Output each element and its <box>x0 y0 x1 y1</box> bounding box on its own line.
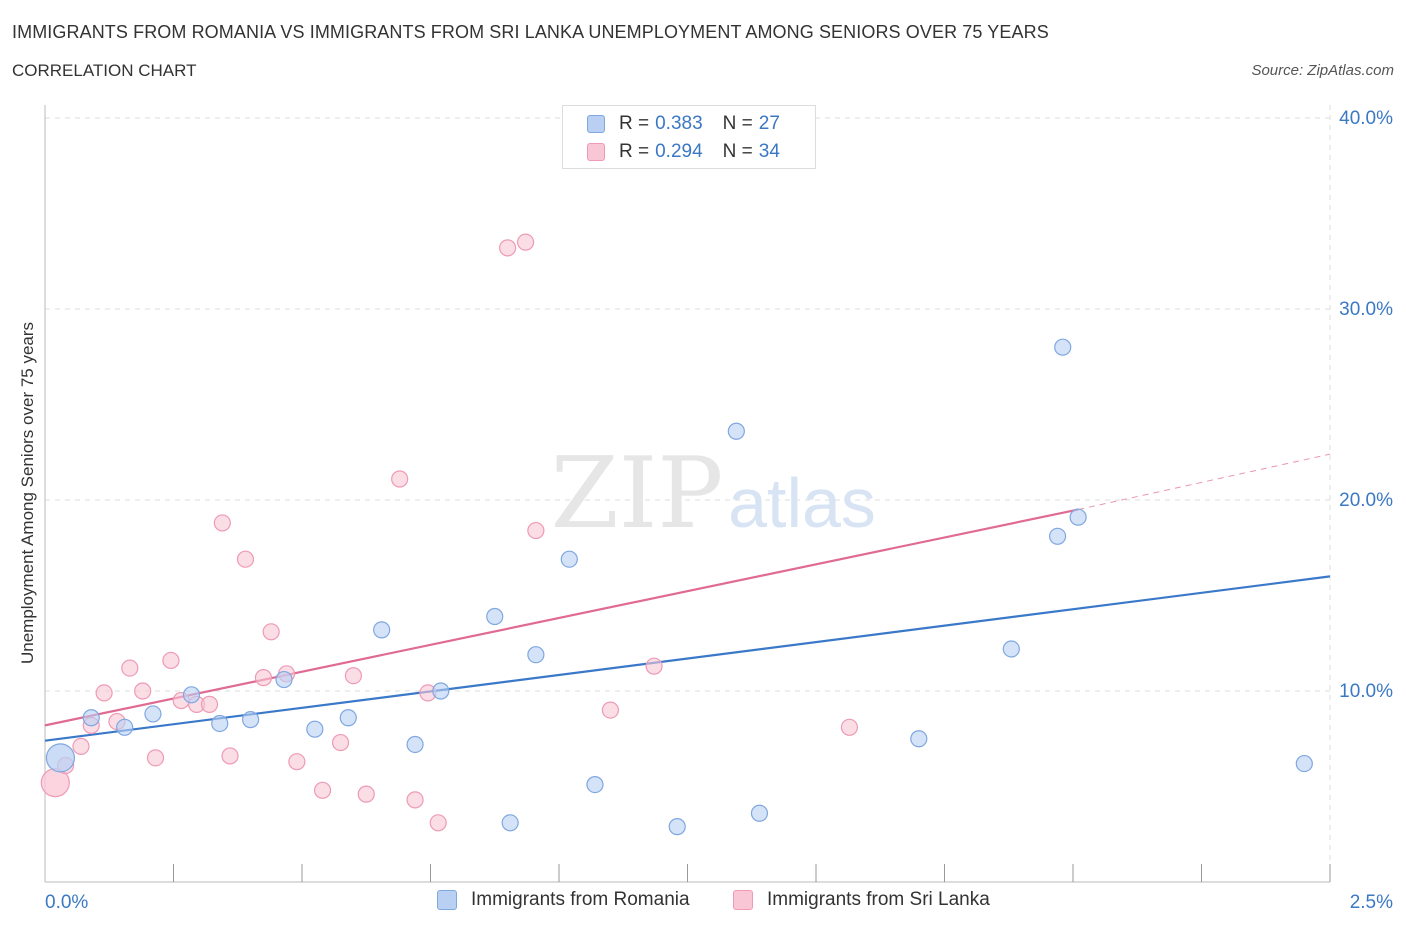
y-axis-label: Unemployment Among Seniors over 75 years <box>18 321 37 665</box>
srilanka-point <box>213 514 231 532</box>
romania-point <box>211 714 229 733</box>
romania-point <box>727 422 745 440</box>
romania-point <box>1069 508 1087 526</box>
srilanka-point <box>331 733 350 752</box>
chart-title: IMMIGRANTS FROM ROMANIA VS IMMIGRANTS FR… <box>12 22 1049 42</box>
srilanka-point <box>406 791 424 809</box>
romania-point <box>527 646 545 664</box>
romania-point <box>668 818 686 836</box>
romania-point <box>116 718 134 736</box>
romania-r-value: 0.383 <box>655 113 703 134</box>
srilanka-point <box>134 682 152 700</box>
y-tick-label: 10.0% <box>1339 681 1393 702</box>
romania-point <box>373 621 391 639</box>
srilanka-swatch <box>587 143 605 161</box>
srilanka-point <box>288 753 306 771</box>
romania-n-value: 27 <box>758 113 780 134</box>
srilanka-point <box>254 669 273 687</box>
srilanka-point <box>527 521 545 540</box>
romania-point <box>1048 527 1067 545</box>
srilanka-point <box>262 623 280 641</box>
romania-point <box>82 709 100 727</box>
srilanka-point <box>344 667 362 685</box>
n-label: N = <box>722 141 753 162</box>
watermark-zip: ZIP <box>551 437 724 551</box>
srilanka-point <box>121 659 139 677</box>
srilanka-point <box>313 781 332 799</box>
romania-point <box>144 705 162 723</box>
srilanka-point <box>840 718 859 736</box>
srilanka-point <box>516 233 535 251</box>
watermark-atlas: atlas <box>728 464 876 542</box>
n-label: N = <box>722 113 753 134</box>
srilanka-trend-line <box>44 508 1079 727</box>
romania-point <box>1295 754 1313 773</box>
axes <box>44 105 1331 883</box>
romania-legend-swatch <box>437 890 457 910</box>
romania-swatch <box>587 115 605 133</box>
romania-point <box>306 720 324 738</box>
romania-point <box>1002 640 1020 658</box>
srilanka-point <box>499 239 517 257</box>
legend-row-srilanka: R = 0.294 N = 34 <box>587 139 780 165</box>
y-tick-label: 20.0% <box>1339 490 1393 511</box>
srilanka-point <box>146 749 165 767</box>
srilanka-point <box>236 550 255 568</box>
romania-point <box>501 814 519 832</box>
chart-subtitle: CORRELATION CHART <box>12 61 197 80</box>
bottom-legend-romania: Immigrants from Romania <box>437 889 690 911</box>
r-label: R = <box>619 113 650 134</box>
srilanka-legend-label: Immigrants from Sri Lanka <box>767 889 990 910</box>
srilanka-point <box>221 747 239 765</box>
romania-point <box>432 682 450 700</box>
romania-point <box>45 743 76 773</box>
romania-point <box>560 550 578 568</box>
romania-point <box>586 775 604 794</box>
srilanka-point <box>391 470 409 488</box>
srilanka-legend-swatch <box>733 890 753 910</box>
srilanka-trend-extension <box>1078 453 1331 511</box>
romania-point <box>486 607 504 626</box>
romania-point <box>406 735 424 754</box>
x-tick-label: 2.5% <box>1350 892 1393 913</box>
source-credit: Source: ZipAtlas.com <box>1251 62 1394 79</box>
romania-point <box>275 670 293 689</box>
tick-labels: 10.0% 20.0% 30.0% 40.0% 0.0% 2.5% <box>45 108 1393 913</box>
srilanka-point <box>162 651 180 670</box>
x-tick-label: 0.0% <box>45 892 88 913</box>
srilanka-r-value: 0.294 <box>655 141 703 162</box>
srilanka-point <box>429 814 447 832</box>
romania-point <box>1054 338 1072 356</box>
r-label: R = <box>619 141 650 162</box>
srilanka-point <box>645 657 663 675</box>
srilanka-point <box>95 684 113 702</box>
trend-lines <box>44 453 1331 742</box>
bottom-legend-srilanka: Immigrants from Sri Lanka <box>733 889 990 911</box>
srilanka-point <box>72 737 90 755</box>
romania-point <box>750 804 769 822</box>
srilanka-point <box>601 701 620 719</box>
srilanka-n-value: 34 <box>758 141 780 162</box>
legend-row-romania: R = 0.383 N = 27 <box>587 111 780 137</box>
romania-trend-line <box>44 575 1331 742</box>
romania-point <box>182 686 201 704</box>
watermark: ZIP atlas <box>551 437 876 551</box>
y-tick-label: 40.0% <box>1339 108 1393 129</box>
correlation-legend: R = 0.383 N = 27 R = 0.294 N = 34 <box>562 105 816 169</box>
romania-point <box>242 711 260 729</box>
y-tick-label: 30.0% <box>1339 299 1393 320</box>
romania-point <box>339 709 357 727</box>
romania-point <box>910 730 928 748</box>
srilanka-point <box>357 785 375 803</box>
romania-legend-label: Immigrants from Romania <box>471 889 690 910</box>
data-points <box>40 233 1313 836</box>
srilanka-point <box>200 695 219 713</box>
